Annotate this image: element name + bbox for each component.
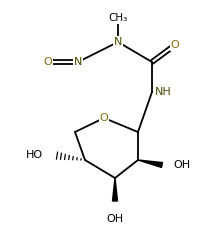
Text: HO: HO bbox=[26, 150, 43, 160]
Text: O: O bbox=[171, 40, 179, 50]
Text: NH: NH bbox=[155, 87, 172, 97]
Polygon shape bbox=[138, 160, 163, 167]
Text: N: N bbox=[74, 57, 82, 67]
Text: O: O bbox=[44, 57, 52, 67]
Text: CH₃: CH₃ bbox=[108, 13, 128, 23]
Text: O: O bbox=[100, 113, 108, 123]
Polygon shape bbox=[112, 178, 117, 201]
Text: N: N bbox=[114, 37, 122, 47]
Text: OH: OH bbox=[106, 214, 124, 224]
Text: OH: OH bbox=[173, 160, 190, 170]
